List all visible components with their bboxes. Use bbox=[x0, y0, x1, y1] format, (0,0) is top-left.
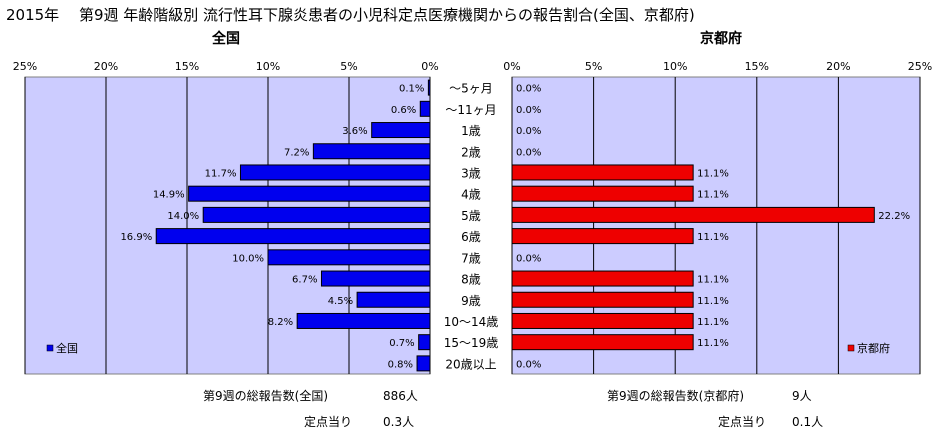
national-data-label: 0.7% bbox=[389, 338, 414, 349]
kyoto-bar bbox=[511, 312, 694, 329]
national-data-label: 7.2% bbox=[284, 147, 309, 158]
kyoto-data-label: 0.0% bbox=[516, 253, 541, 264]
national-plot-area bbox=[24, 76, 431, 375]
national-bar bbox=[418, 334, 431, 351]
age-category-label: 10～14歳 bbox=[444, 315, 499, 329]
left-per-label: 定点当り bbox=[304, 415, 353, 429]
national-data-label: 0.6% bbox=[391, 105, 416, 116]
kyoto-bar bbox=[511, 334, 694, 351]
kyoto-data-label: 22.2% bbox=[878, 211, 910, 222]
age-category-label: 5歳 bbox=[461, 209, 481, 223]
right-per-label: 定点当り bbox=[718, 415, 767, 429]
age-category-label: 6歳 bbox=[461, 230, 481, 244]
age-category-label: 8歳 bbox=[461, 273, 481, 287]
national-data-label: 14.0% bbox=[167, 211, 199, 222]
kyoto-bar bbox=[511, 185, 694, 202]
right-per-value: 0.1人 bbox=[792, 415, 824, 429]
national-bar bbox=[356, 291, 431, 308]
national-bar bbox=[155, 228, 431, 245]
kyoto-data-label: 11.1% bbox=[697, 317, 729, 328]
national-bar bbox=[312, 143, 431, 160]
national-data-label: 11.7% bbox=[205, 168, 237, 179]
national-data-label: 8.2% bbox=[268, 317, 293, 328]
national-bar bbox=[188, 185, 431, 202]
kyoto-tick-label: 0% bbox=[503, 60, 520, 73]
kyoto-bar bbox=[511, 206, 875, 223]
national-bar bbox=[320, 270, 431, 287]
national-tick-label: 20% bbox=[94, 60, 118, 73]
left-total-value: 886人 bbox=[383, 389, 418, 403]
national-tick-label: 10% bbox=[256, 60, 280, 73]
kyoto-data-label: 11.1% bbox=[697, 190, 729, 201]
age-category-label: 7歳 bbox=[461, 251, 481, 265]
right-total-value: 9人 bbox=[792, 389, 812, 403]
age-category-label: ～11ヶ月 bbox=[445, 103, 496, 117]
national-legend-swatch bbox=[46, 344, 54, 352]
national-legend-label: 全国 bbox=[56, 341, 78, 355]
national-data-label: 0.8% bbox=[388, 359, 413, 370]
kyoto-data-label: 0.0% bbox=[516, 147, 541, 158]
left-total-label: 第9週の総報告数(全国) bbox=[203, 389, 328, 403]
national-bar bbox=[427, 79, 431, 96]
right-total-label: 第9週の総報告数(京都府) bbox=[607, 389, 744, 403]
kyoto-tick-label: 20% bbox=[826, 60, 850, 73]
national-data-label: 4.5% bbox=[328, 296, 353, 307]
right-chart-title: 京都府 bbox=[700, 31, 742, 47]
national-data-label: 0.1% bbox=[399, 84, 424, 95]
age-category-label: 2歳 bbox=[461, 145, 481, 159]
national-tick-label: 0% bbox=[421, 60, 438, 73]
age-category-label: 4歳 bbox=[461, 188, 481, 202]
national-bar bbox=[202, 206, 431, 223]
national-bar bbox=[416, 355, 431, 372]
kyoto-legend-label: 京都府 bbox=[857, 341, 890, 355]
kyoto-tick-label: 15% bbox=[745, 60, 769, 73]
age-category-label: ～5ヶ月 bbox=[449, 82, 493, 96]
kyoto-bar bbox=[511, 228, 694, 245]
kyoto-data-label: 0.0% bbox=[516, 105, 541, 116]
age-category-label: 1歳 bbox=[461, 124, 481, 138]
kyoto-data-label: 11.1% bbox=[697, 275, 729, 286]
kyoto-data-label: 11.1% bbox=[697, 338, 729, 349]
national-tick-label: 15% bbox=[175, 60, 199, 73]
kyoto-bar bbox=[511, 164, 694, 181]
left-chart-title: 全国 bbox=[212, 31, 240, 47]
kyoto-bar bbox=[511, 270, 694, 287]
national-tick-label: 25% bbox=[13, 60, 37, 73]
left-per-value: 0.3人 bbox=[383, 415, 415, 429]
national-data-label: 10.0% bbox=[232, 253, 264, 264]
kyoto-data-label: 0.0% bbox=[516, 359, 541, 370]
national-data-label: 16.9% bbox=[120, 232, 152, 243]
national-bar bbox=[296, 312, 431, 329]
chart-title: 2015年 第9週 年齢階級別 流行性耳下腺炎患者の小児科定点医療機関からの報告… bbox=[6, 6, 695, 24]
kyoto-tick-label: 25% bbox=[908, 60, 932, 73]
kyoto-legend-swatch bbox=[847, 344, 855, 352]
kyoto-data-label: 11.1% bbox=[697, 232, 729, 243]
national-data-label: 6.7% bbox=[292, 275, 317, 286]
kyoto-data-label: 11.1% bbox=[697, 168, 729, 179]
kyoto-data-label: 0.0% bbox=[516, 84, 541, 95]
kyoto-tick-label: 5% bbox=[585, 60, 602, 73]
national-tick-label: 5% bbox=[340, 60, 357, 73]
kyoto-data-label: 11.1% bbox=[697, 296, 729, 307]
kyoto-tick-label: 10% bbox=[663, 60, 687, 73]
national-bar bbox=[239, 164, 431, 181]
national-bar bbox=[419, 100, 431, 117]
national-data-label: 3.6% bbox=[342, 126, 367, 137]
kyoto-bar bbox=[511, 291, 694, 308]
kyoto-data-label: 0.0% bbox=[516, 126, 541, 137]
age-category-label: 20歳以上 bbox=[445, 357, 496, 371]
age-category-label: 15～19歳 bbox=[444, 336, 499, 350]
age-category-label: 9歳 bbox=[461, 294, 481, 308]
kyoto-plot-area bbox=[511, 76, 921, 375]
national-bar bbox=[371, 122, 431, 139]
age-category-label: 3歳 bbox=[461, 166, 481, 180]
national-bar bbox=[267, 249, 431, 266]
national-data-label: 14.9% bbox=[153, 190, 185, 201]
